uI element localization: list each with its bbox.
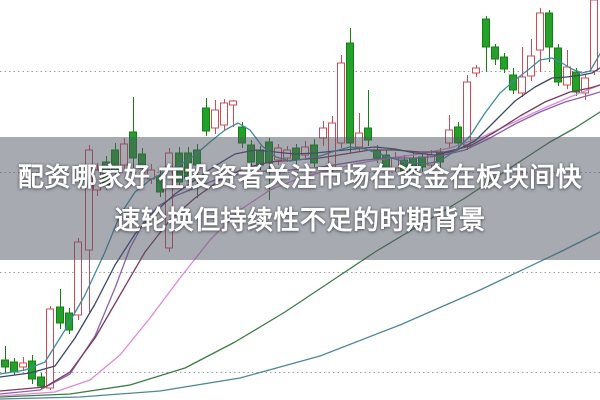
candle-body-up — [46, 308, 54, 389]
headline-overlay-band: 配资哪家好 在投资者关注市场在资金在板块间快 速轮换但持续性不足的时期背景 — [0, 137, 600, 260]
candle-body-down — [346, 42, 354, 144]
candle-body-down — [572, 71, 580, 93]
candle-body-up — [211, 109, 219, 129]
headline-line-2: 速轮换但持续性不足的时期背景 — [114, 204, 486, 235]
candle-body-down — [10, 361, 18, 373]
candle-body-up — [472, 67, 480, 74]
headline-line-1: 配资哪家好 在投资者关注市场在资金在板块间快 — [17, 161, 583, 192]
candle-body-up — [563, 66, 571, 86]
candle-body-up — [337, 62, 345, 144]
candle-body-down — [56, 306, 64, 324]
candle-body-down — [1, 359, 9, 368]
candle-body-down — [554, 47, 562, 83]
candle-body-up — [581, 77, 589, 94]
candle-body-down — [482, 18, 490, 48]
candle-body-down — [491, 46, 499, 60]
candle-body-up — [518, 76, 526, 94]
candle-body-down — [37, 376, 45, 387]
ma-line-slate-slow — [0, 231, 600, 400]
candle-body-down — [545, 12, 553, 48]
candle-body-up — [527, 55, 535, 77]
candle-body-down — [28, 360, 36, 380]
candle-body-down — [65, 312, 73, 331]
candle-body-up — [220, 102, 228, 126]
candle-body-up — [229, 100, 237, 106]
candle-body-up — [463, 81, 471, 146]
candle-body-up — [19, 362, 27, 368]
candle-body-down — [500, 56, 508, 70]
candle-body-down — [202, 107, 210, 132]
candle-body-up — [536, 12, 544, 51]
